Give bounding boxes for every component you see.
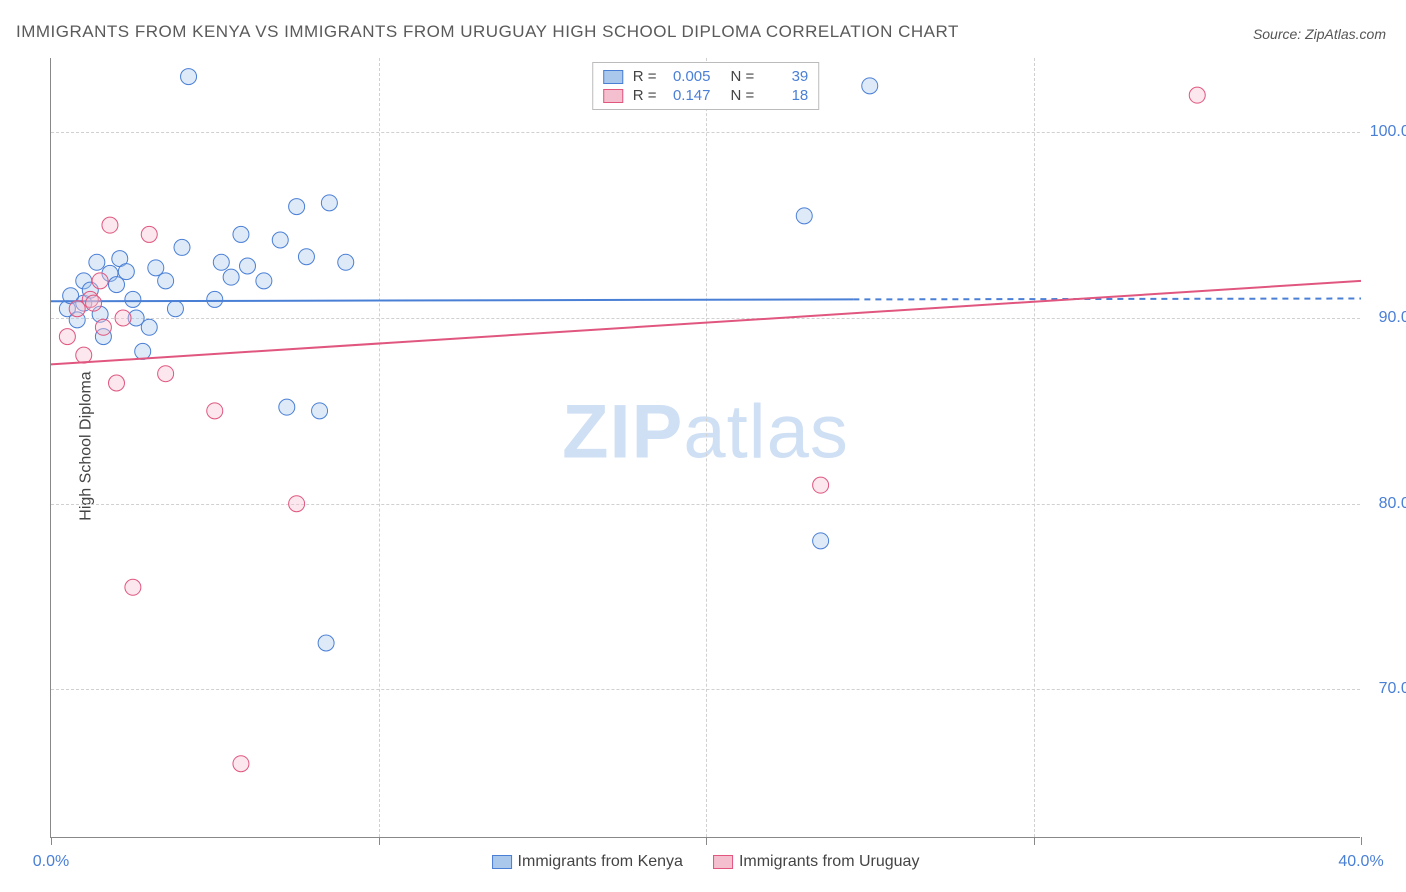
data-point bbox=[321, 195, 337, 211]
legend-r-label: R = bbox=[633, 87, 657, 104]
data-point bbox=[233, 226, 249, 242]
data-point bbox=[102, 217, 118, 233]
legend-n-label: N = bbox=[731, 68, 755, 85]
data-point bbox=[256, 273, 272, 289]
legend-series-name: Immigrants from Kenya bbox=[518, 853, 683, 871]
data-point bbox=[207, 403, 223, 419]
data-point bbox=[135, 343, 151, 359]
y-tick-label: 90.0% bbox=[1379, 309, 1406, 327]
data-point bbox=[862, 78, 878, 94]
legend-stats-row: R = 0.147 N = 18 bbox=[603, 86, 809, 105]
data-point bbox=[148, 260, 164, 276]
data-point bbox=[125, 291, 141, 307]
x-tick-label: 40.0% bbox=[1338, 853, 1383, 871]
data-point bbox=[141, 319, 157, 335]
legend-r-value: 0.147 bbox=[665, 87, 711, 104]
data-point bbox=[115, 310, 131, 326]
data-point bbox=[167, 301, 183, 317]
data-point bbox=[338, 254, 354, 270]
legend-series: Immigrants from Kenya Immigrants from Uru… bbox=[492, 853, 920, 871]
data-point bbox=[813, 477, 829, 493]
trend-line-extrapolated bbox=[853, 299, 1361, 300]
data-point bbox=[312, 403, 328, 419]
data-point bbox=[109, 375, 125, 391]
x-tick-label: 0.0% bbox=[33, 853, 69, 871]
x-tick-mark bbox=[379, 837, 380, 845]
data-point bbox=[213, 254, 229, 270]
chart-svg bbox=[51, 58, 1360, 837]
trend-line bbox=[51, 299, 853, 301]
data-point bbox=[59, 329, 75, 345]
data-point bbox=[92, 273, 108, 289]
legend-swatch bbox=[603, 89, 623, 103]
data-point bbox=[141, 226, 157, 242]
data-point bbox=[279, 399, 295, 415]
data-point bbox=[289, 199, 305, 215]
legend-n-value: 39 bbox=[762, 68, 808, 85]
legend-r-label: R = bbox=[633, 68, 657, 85]
data-point bbox=[233, 756, 249, 772]
data-point bbox=[158, 366, 174, 382]
data-point bbox=[813, 533, 829, 549]
legend-n-label: N = bbox=[731, 87, 755, 104]
x-tick-mark bbox=[51, 837, 52, 845]
legend-item: Immigrants from Kenya bbox=[492, 853, 683, 871]
data-point bbox=[125, 579, 141, 595]
data-point bbox=[95, 319, 111, 335]
plot-area: ZIPatlas R =0.005N =39R =0.147N =18 Immi… bbox=[50, 58, 1360, 838]
data-point bbox=[174, 239, 190, 255]
x-tick-mark bbox=[1034, 837, 1035, 845]
legend-swatch bbox=[713, 855, 733, 869]
data-point bbox=[240, 258, 256, 274]
data-point bbox=[318, 635, 334, 651]
data-point bbox=[289, 496, 305, 512]
y-tick-label: 70.0% bbox=[1379, 680, 1406, 698]
data-point bbox=[207, 291, 223, 307]
legend-stats: R = 0.005 N = 39 R = 0.147 N = 18 bbox=[592, 62, 820, 110]
x-tick-mark bbox=[706, 837, 707, 845]
data-point bbox=[272, 232, 288, 248]
data-point bbox=[118, 264, 134, 280]
data-point bbox=[796, 208, 812, 224]
x-tick-mark bbox=[1361, 837, 1362, 845]
data-point bbox=[1189, 87, 1205, 103]
data-point bbox=[223, 269, 239, 285]
data-point bbox=[86, 295, 102, 311]
data-point bbox=[76, 347, 92, 363]
legend-item: Immigrants from Uruguay bbox=[713, 853, 920, 871]
data-point bbox=[109, 277, 125, 293]
legend-series-name: Immigrants from Uruguay bbox=[739, 853, 920, 871]
source-attribution: Source: ZipAtlas.com bbox=[1253, 26, 1386, 42]
legend-swatch bbox=[492, 855, 512, 869]
y-tick-label: 80.0% bbox=[1379, 495, 1406, 513]
legend-stats-row: R = 0.005 N = 39 bbox=[603, 67, 809, 86]
data-point bbox=[181, 69, 197, 85]
legend-swatch bbox=[603, 70, 623, 84]
y-tick-label: 100.0% bbox=[1370, 123, 1406, 141]
chart-title: IMMIGRANTS FROM KENYA VS IMMIGRANTS FROM… bbox=[16, 22, 959, 42]
data-point bbox=[298, 249, 314, 265]
legend-n-value: 18 bbox=[762, 87, 808, 104]
legend-r-value: 0.005 bbox=[665, 68, 711, 85]
data-point bbox=[158, 273, 174, 289]
trend-line bbox=[51, 281, 1361, 365]
data-point bbox=[89, 254, 105, 270]
